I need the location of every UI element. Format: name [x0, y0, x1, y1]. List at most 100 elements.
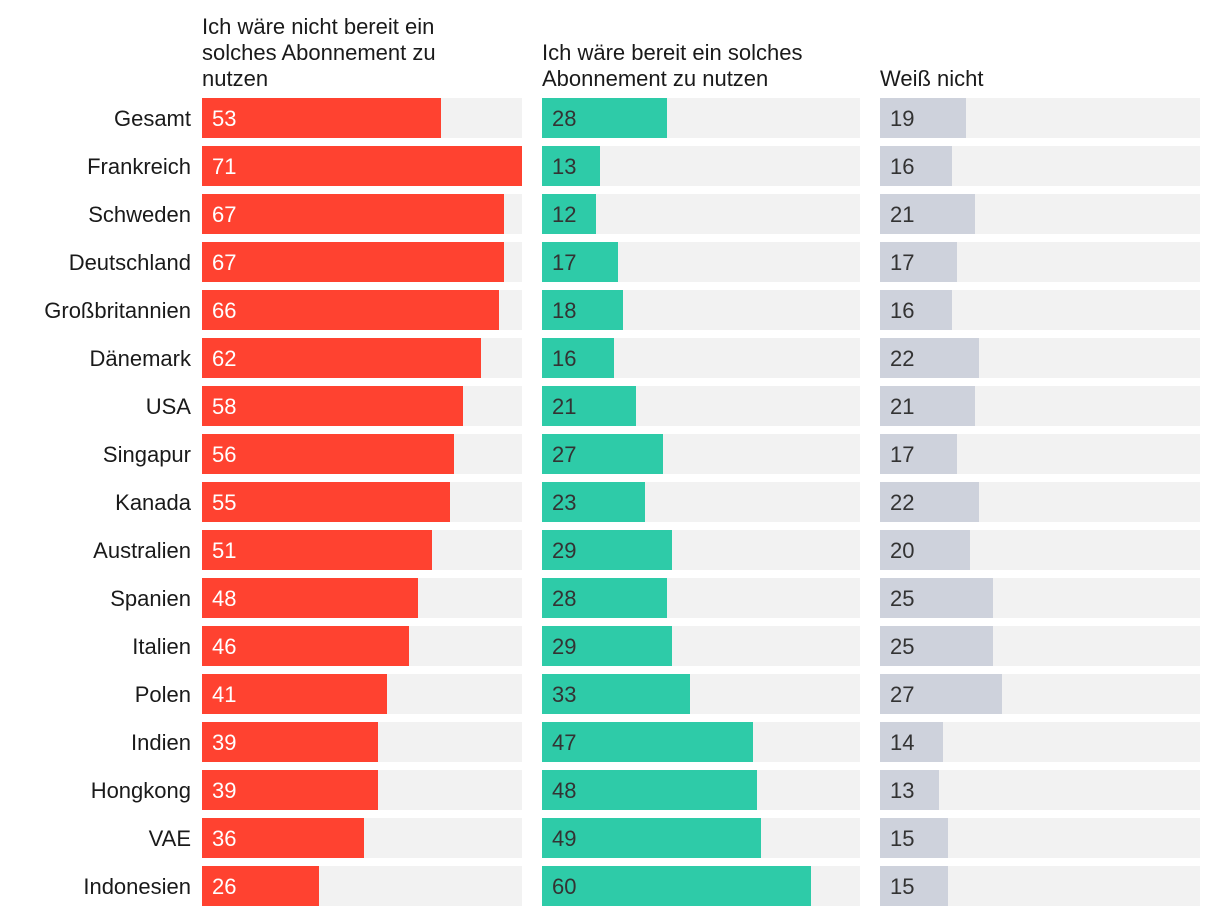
- value-label-1-danemark: 62: [212, 346, 236, 371]
- bar-1-hongkong: [202, 770, 378, 810]
- bar-2-frankreich: [542, 146, 600, 186]
- value-label-3-singapur: 17: [890, 442, 914, 467]
- bar-1-indien: [202, 722, 378, 762]
- bar-2-deutschland: [542, 242, 618, 282]
- value-label-1-spanien: 48: [212, 586, 236, 611]
- value-label-3-spanien: 25: [890, 586, 914, 611]
- value-label-1-kanada: 55: [212, 490, 236, 515]
- value-label-2-schweden: 12: [552, 202, 576, 227]
- bar-2-gesamt: [542, 98, 667, 138]
- bar-2-australien: [542, 530, 672, 570]
- bar-1-frankreich: [202, 146, 522, 186]
- value-label-2-singapur: 27: [552, 442, 576, 467]
- bar-3-indonesien: [880, 866, 948, 906]
- value-label-2-spanien: 28: [552, 586, 576, 611]
- bar-3-frankreich: [880, 146, 952, 186]
- series-panel-2: 28 13 12 17 18 16 21 27 23 29 28 29 33 47 48 49 60: [542, 98, 860, 906]
- value-label-3-grossbritannien: 16: [890, 298, 914, 323]
- bar-3-italien: [880, 626, 993, 666]
- value-label-2-australien: 29: [552, 538, 576, 563]
- bar-3-deutschland: [880, 242, 957, 282]
- category-label-italien: Italien: [132, 634, 191, 659]
- category-label-spanien: Spanien: [110, 586, 191, 611]
- series-header-2-line-1: Ich wäre bereit ein solches: [542, 40, 802, 65]
- bar-3-australien: [880, 530, 970, 570]
- category-label-australien: Australien: [93, 538, 191, 563]
- value-label-3-hongkong: 13: [890, 778, 914, 803]
- category-label-singapur: Singapur: [103, 442, 191, 467]
- category-label-usa: USA: [146, 394, 192, 419]
- value-label-3-deutschland: 17: [890, 250, 914, 275]
- bar-3-spanien: [880, 578, 993, 618]
- value-label-3-vae: 15: [890, 826, 914, 851]
- bar-2-singapur: [542, 434, 663, 474]
- value-label-2-gesamt: 28: [552, 106, 576, 131]
- value-label-3-polen: 27: [890, 682, 914, 707]
- value-label-1-frankreich: 71: [212, 154, 236, 179]
- value-label-1-deutschland: 67: [212, 250, 236, 275]
- value-label-3-indien: 14: [890, 730, 914, 755]
- bar-2-indonesien: [542, 866, 811, 906]
- value-label-1-usa: 58: [212, 394, 236, 419]
- category-label-polen: Polen: [135, 682, 191, 707]
- value-label-2-danemark: 16: [552, 346, 576, 371]
- value-label-2-grossbritannien: 18: [552, 298, 576, 323]
- bar-3-polen: [880, 674, 1002, 714]
- value-label-2-vae: 49: [552, 826, 576, 851]
- value-label-1-indien: 39: [212, 730, 236, 755]
- value-label-2-deutschland: 17: [552, 250, 576, 275]
- value-label-2-polen: 33: [552, 682, 576, 707]
- value-label-1-italien: 46: [212, 634, 236, 659]
- bar-1-kanada: [202, 482, 450, 522]
- category-label-indonesien: Indonesien: [83, 874, 191, 899]
- value-label-3-kanada: 22: [890, 490, 914, 515]
- series-header-3-line-1: Weiß nicht: [880, 66, 984, 91]
- value-label-1-indonesien: 26: [212, 874, 236, 899]
- bar-2-schweden: [542, 194, 596, 234]
- bar-1-spanien: [202, 578, 418, 618]
- category-label-deutschland: Deutschland: [69, 250, 191, 275]
- bar-3-schweden: [880, 194, 975, 234]
- value-label-1-schweden: 67: [212, 202, 236, 227]
- category-label-indien: Indien: [131, 730, 191, 755]
- bar-1-polen: [202, 674, 387, 714]
- value-label-3-gesamt: 19: [890, 106, 914, 131]
- value-label-1-vae: 36: [212, 826, 236, 851]
- bar-1-indonesien: [202, 866, 319, 906]
- value-label-3-frankreich: 16: [890, 154, 914, 179]
- category-label-hongkong: Hongkong: [91, 778, 191, 803]
- bar-1-australien: [202, 530, 432, 570]
- bar-2-kanada: [542, 482, 645, 522]
- value-label-3-australien: 20: [890, 538, 914, 563]
- bar-3-usa: [880, 386, 975, 426]
- bar-2-spanien: [542, 578, 667, 618]
- bar-3-hongkong: [880, 770, 939, 810]
- value-label-3-usa: 21: [890, 394, 914, 419]
- bar-1-usa: [202, 386, 463, 426]
- category-label-gesamt: Gesamt: [114, 106, 191, 131]
- category-label-kanada: Kanada: [115, 490, 192, 515]
- bar-3-indien: [880, 722, 943, 762]
- value-label-1-australien: 51: [212, 538, 236, 563]
- series-panel-3: 19 16 21 17 16 22 21 17 22 20 25 25 27 14 13 15 15: [880, 98, 1200, 906]
- bar-1-italien: [202, 626, 409, 666]
- value-label-3-schweden: 21: [890, 202, 914, 227]
- category-label-grossbritannien: Großbritannien: [44, 298, 191, 323]
- bar-2-polen: [542, 674, 690, 714]
- bar-2-grossbritannien: [542, 290, 623, 330]
- series-header-1-line-3: nutzen: [202, 66, 268, 91]
- value-label-2-frankreich: 13: [552, 154, 576, 179]
- bar-2-vae: [542, 818, 761, 858]
- bar-1-gesamt: [202, 98, 441, 138]
- category-label-vae: VAE: [149, 826, 191, 851]
- bar-3-danemark: [880, 338, 979, 378]
- value-label-2-indonesien: 60: [552, 874, 576, 899]
- value-label-3-italien: 25: [890, 634, 914, 659]
- category-label-danemark: Dänemark: [90, 346, 192, 371]
- series-header-1-line-1: Ich wäre nicht bereit ein: [202, 14, 434, 39]
- bar-3-vae: [880, 818, 948, 858]
- value-label-1-hongkong: 39: [212, 778, 236, 803]
- category-label-frankreich: Frankreich: [87, 154, 191, 179]
- bar-1-deutschland: [202, 242, 504, 282]
